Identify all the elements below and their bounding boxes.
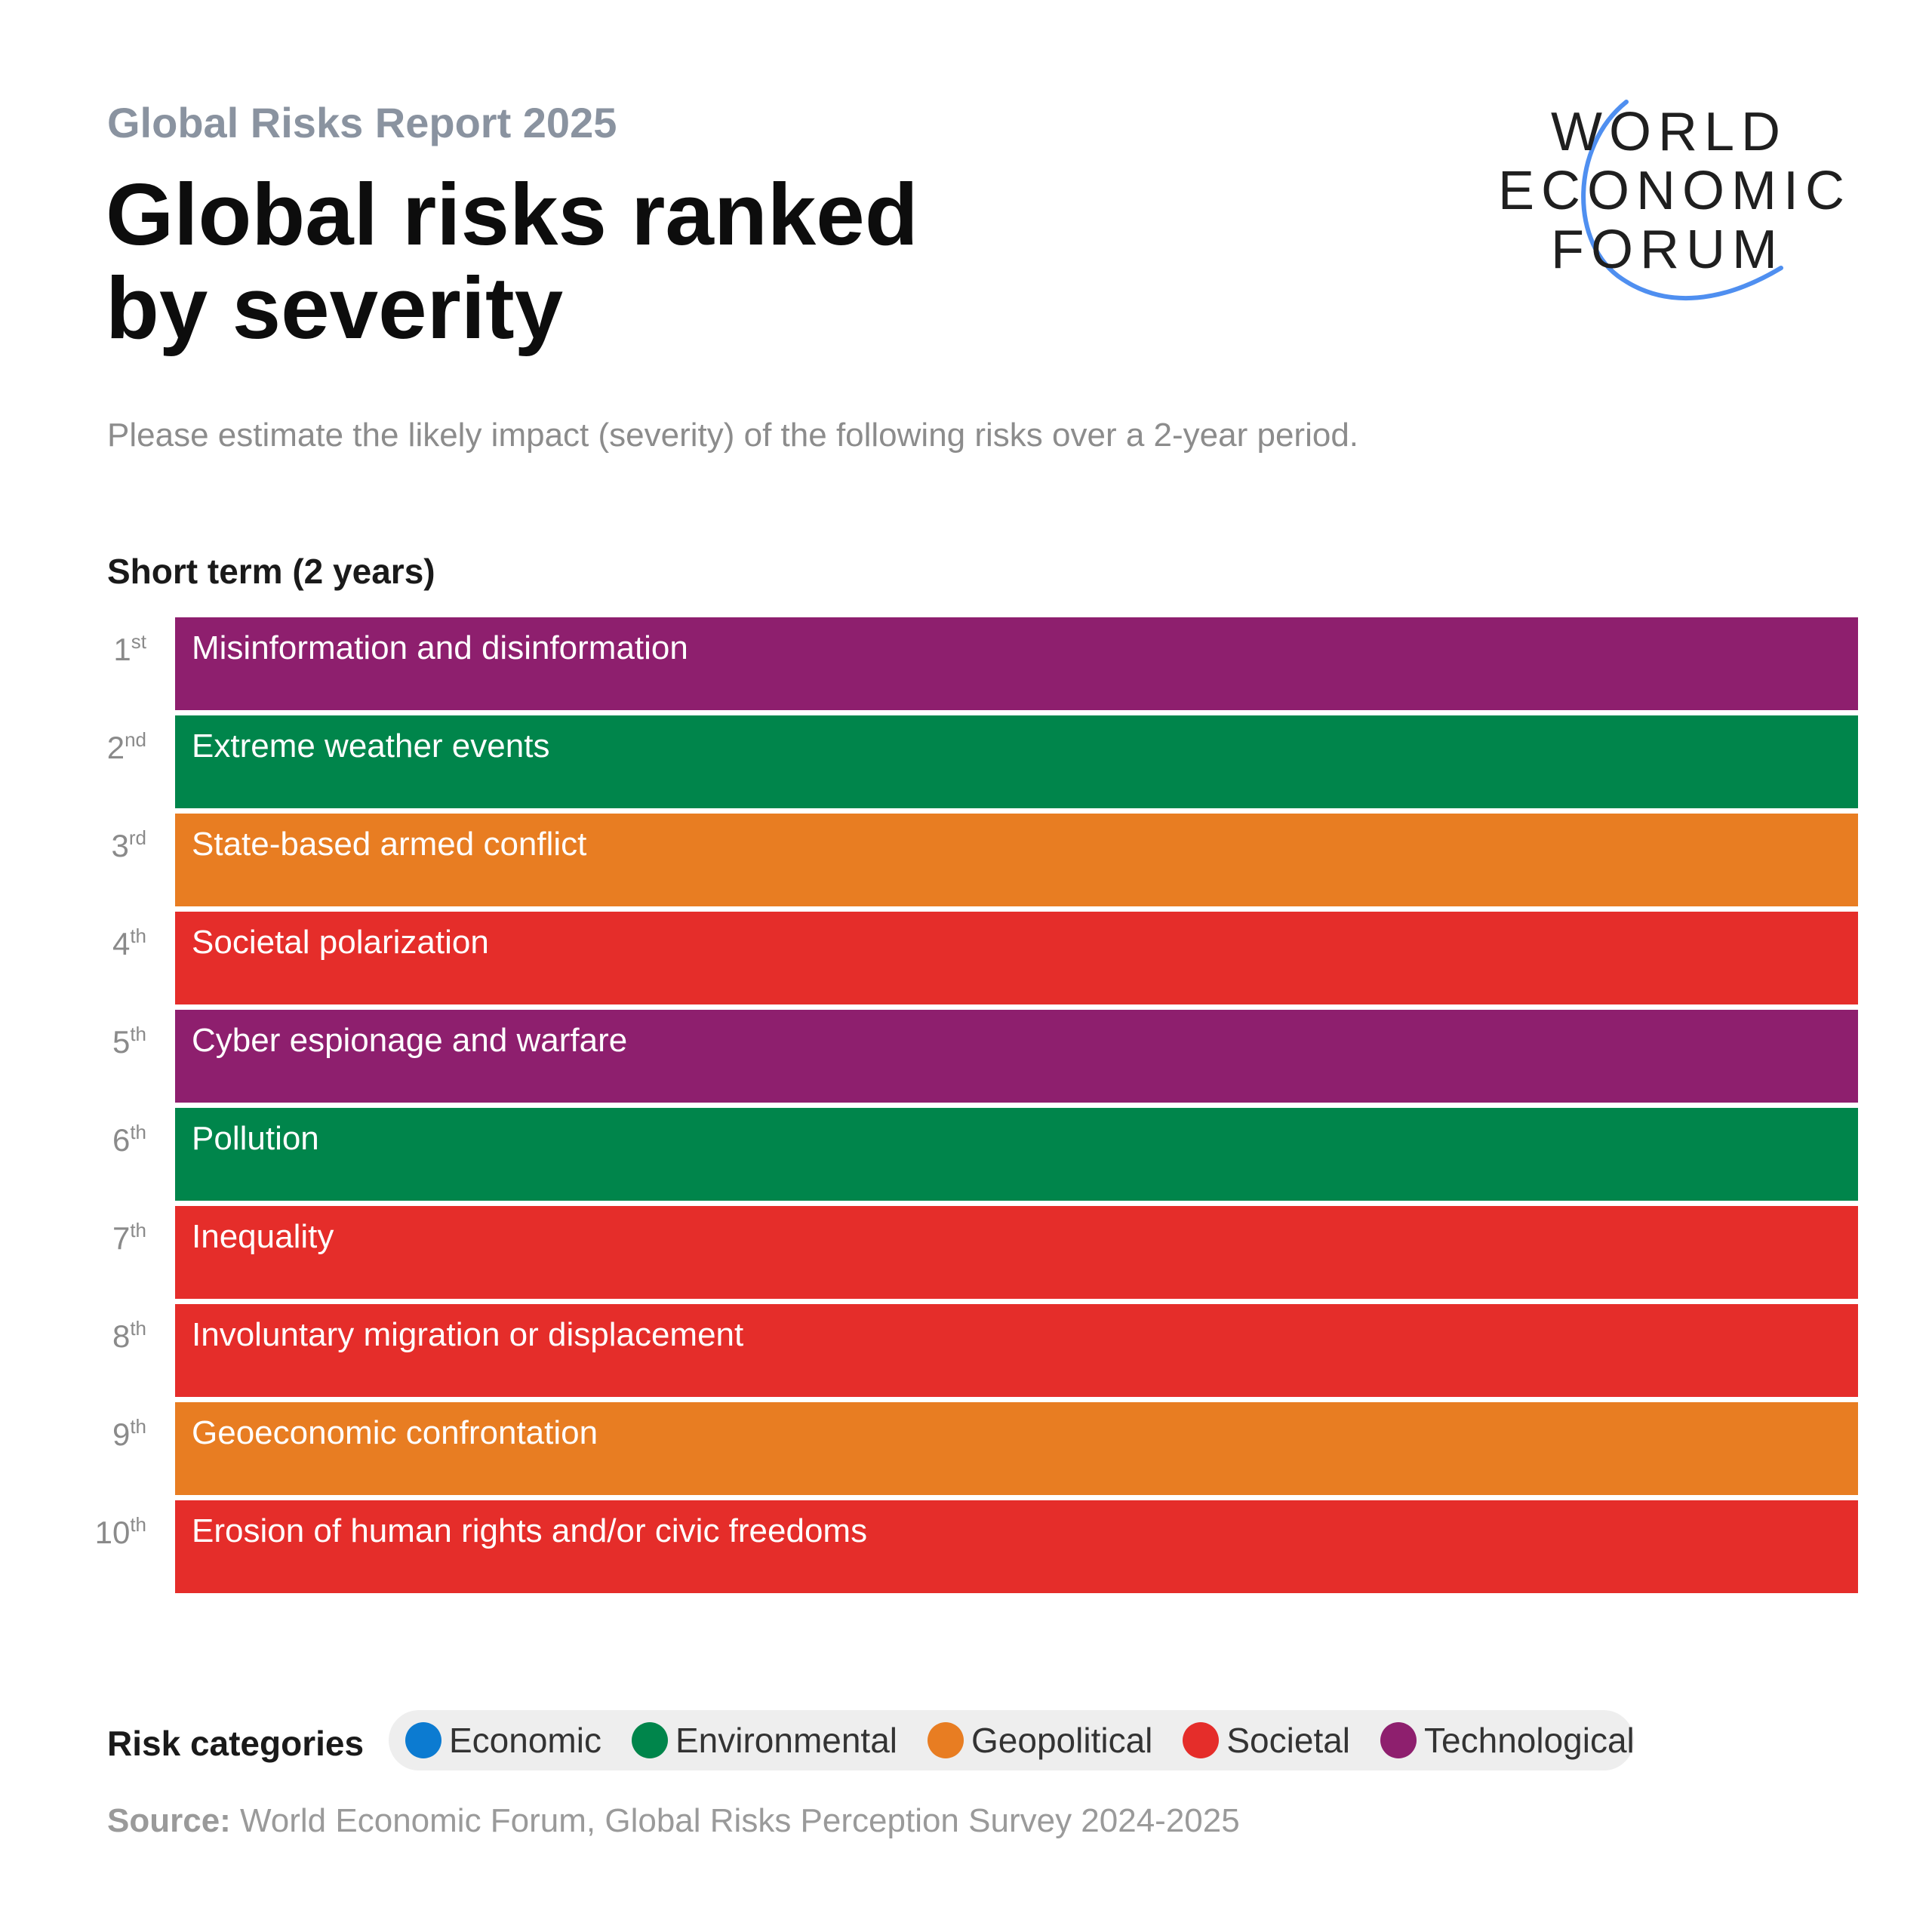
section-title: Short term (2 years) — [107, 552, 435, 591]
risk-bar — [175, 912, 1858, 1004]
question-subtitle: Please estimate the likely impact (sever… — [107, 417, 1359, 454]
legend-label-geopolitical: Geopolitical — [971, 1721, 1153, 1760]
legend-label-societal: Societal — [1226, 1721, 1351, 1760]
risk-label: Misinformation and disinformation — [192, 629, 688, 666]
legend-label-environmental: Environmental — [675, 1721, 898, 1760]
rank-number: 6 — [112, 1122, 130, 1158]
legend-dot-economic — [405, 1722, 441, 1758]
source-text: World Economic Forum, Global Risks Perce… — [230, 1802, 1240, 1839]
risk-label: Involuntary migration or displacement — [192, 1316, 743, 1353]
title-line-1: Global risks ranked — [106, 165, 918, 263]
logo-word-economic: ECONOMIC — [1498, 161, 1851, 221]
risk-row: 4th Societal polarization — [112, 912, 1858, 1004]
report-supertitle: Global Risks Report 2025 — [107, 99, 617, 146]
risk-label: State-based armed conflict — [192, 826, 586, 863]
rank-label: 2nd — [107, 728, 146, 765]
legend-item-geopolitical: Geopolitical — [928, 1720, 1152, 1761]
legend-dot-environmental — [631, 1722, 668, 1758]
risk-row: 5th Cyber espionage and warfare — [112, 1010, 1858, 1103]
rank-number: 7 — [112, 1220, 130, 1256]
risk-row: 6th Pollution — [112, 1108, 1858, 1201]
risk-row: 9th Geoeconomic confrontation — [112, 1402, 1858, 1495]
risk-row: 8th Involuntary migration or displacement — [112, 1304, 1858, 1397]
legend-item-economic: Economic — [405, 1720, 601, 1761]
rank-number: 10 — [95, 1515, 131, 1550]
legend: Economic Environmental Geopolitical Soci… — [389, 1710, 1635, 1770]
rank-number: 4 — [112, 926, 130, 961]
rank-suffix: th — [130, 1317, 146, 1340]
rank-number: 9 — [112, 1417, 130, 1452]
rank-label: 6th — [112, 1121, 146, 1158]
risk-bar — [175, 1206, 1858, 1299]
rank-suffix: th — [130, 1121, 146, 1143]
rank-suffix: th — [130, 924, 146, 947]
risk-row: 3rd State-based armed conflict — [112, 814, 1858, 906]
risk-bar — [175, 1108, 1858, 1201]
logo-arc-icon — [1581, 100, 1783, 301]
logo-word-forum: FORUM — [1551, 220, 1784, 280]
legend-label-technological: Technological — [1424, 1721, 1635, 1760]
risk-label: Extreme weather events — [192, 728, 549, 764]
rank-suffix: nd — [125, 728, 146, 751]
rank-label: 4th — [112, 924, 146, 961]
page-title: Global risks ranked by severity — [106, 168, 1162, 355]
risk-bar — [175, 1304, 1858, 1397]
legend-dot-geopolitical — [928, 1722, 964, 1758]
rank-label: 1st — [113, 630, 146, 667]
rank-suffix: th — [130, 1023, 146, 1045]
risk-label: Inequality — [192, 1218, 334, 1255]
risk-row: 2nd Extreme weather events — [107, 715, 1858, 808]
legend-title: Risk categories — [107, 1724, 365, 1763]
risk-label: Societal polarization — [192, 924, 489, 961]
rank-label: 5th — [112, 1023, 146, 1060]
risk-bar — [175, 814, 1858, 906]
risk-label: Pollution — [192, 1120, 319, 1157]
rank-number: 5 — [112, 1024, 130, 1060]
rank-number: 2 — [107, 730, 125, 765]
risk-bar — [175, 1500, 1858, 1593]
rank-number: 8 — [112, 1318, 130, 1354]
risk-row: 1st Misinformation and disinformation — [113, 617, 1858, 710]
rank-label: 3rd — [112, 826, 146, 863]
rank-label: 7th — [112, 1219, 146, 1256]
title-line-2: by severity — [106, 259, 564, 357]
legend-item-societal: Societal — [1183, 1720, 1350, 1761]
risk-label: Cyber espionage and warfare — [192, 1022, 627, 1059]
rank-label: 8th — [112, 1317, 146, 1354]
rank-suffix: th — [130, 1219, 146, 1241]
rank-number: 3 — [112, 828, 129, 863]
wef-logo: WORLD ECONOMIC FORUM — [1498, 94, 1845, 313]
rank-suffix: rd — [129, 826, 146, 849]
rank-suffix: th — [130, 1415, 146, 1438]
legend-label-economic: Economic — [449, 1721, 601, 1760]
rank-suffix: th — [130, 1513, 146, 1536]
legend-item-environmental: Environmental — [631, 1720, 898, 1761]
source-label: Source: — [107, 1802, 231, 1839]
source-note: Source: World Economic Forum, Global Ris… — [107, 1802, 1240, 1840]
rank-suffix: st — [131, 630, 147, 653]
risk-row: 7th Inequality — [112, 1206, 1858, 1299]
risk-bar — [175, 715, 1858, 808]
rank-label: 10th — [95, 1513, 146, 1550]
risk-label: Geoeconomic confrontation — [192, 1414, 598, 1451]
rank-label: 9th — [112, 1415, 146, 1452]
risk-label: Erosion of human rights and/or civic fre… — [192, 1512, 867, 1549]
risk-bar — [175, 617, 1858, 710]
logo-word-world: WORLD — [1551, 102, 1787, 162]
legend-dot-technological — [1380, 1722, 1417, 1758]
risk-bar — [175, 1010, 1858, 1103]
risk-bar — [175, 1402, 1858, 1495]
risk-row: 10th Erosion of human rights and/or civic… — [95, 1500, 1858, 1593]
rank-number: 1 — [113, 632, 131, 667]
legend-item-technological: Technological — [1380, 1720, 1635, 1761]
legend-dot-societal — [1183, 1722, 1220, 1758]
